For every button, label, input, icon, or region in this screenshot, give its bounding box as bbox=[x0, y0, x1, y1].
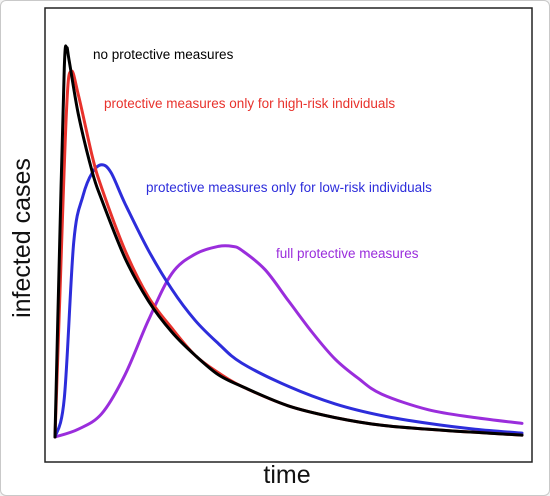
series-label-1: protective measures only for high-risk i… bbox=[104, 96, 395, 111]
y-axis-label: infected cases bbox=[8, 158, 36, 318]
series-line-2 bbox=[53, 163, 524, 439]
series-line-3 bbox=[53, 244, 524, 439]
axes bbox=[44, 7, 533, 463]
series-lines bbox=[53, 44, 524, 439]
series-labels: no protective measures protective measure… bbox=[93, 47, 432, 261]
series-label-3: full protective measures bbox=[276, 246, 419, 261]
series-label-0: no protective measures bbox=[93, 47, 234, 62]
x-axis-label: time bbox=[263, 461, 310, 489]
plot-area-border bbox=[44, 7, 533, 463]
series-label-2: protective measures only for low-risk in… bbox=[146, 180, 432, 195]
series-line-0 bbox=[53, 44, 524, 439]
